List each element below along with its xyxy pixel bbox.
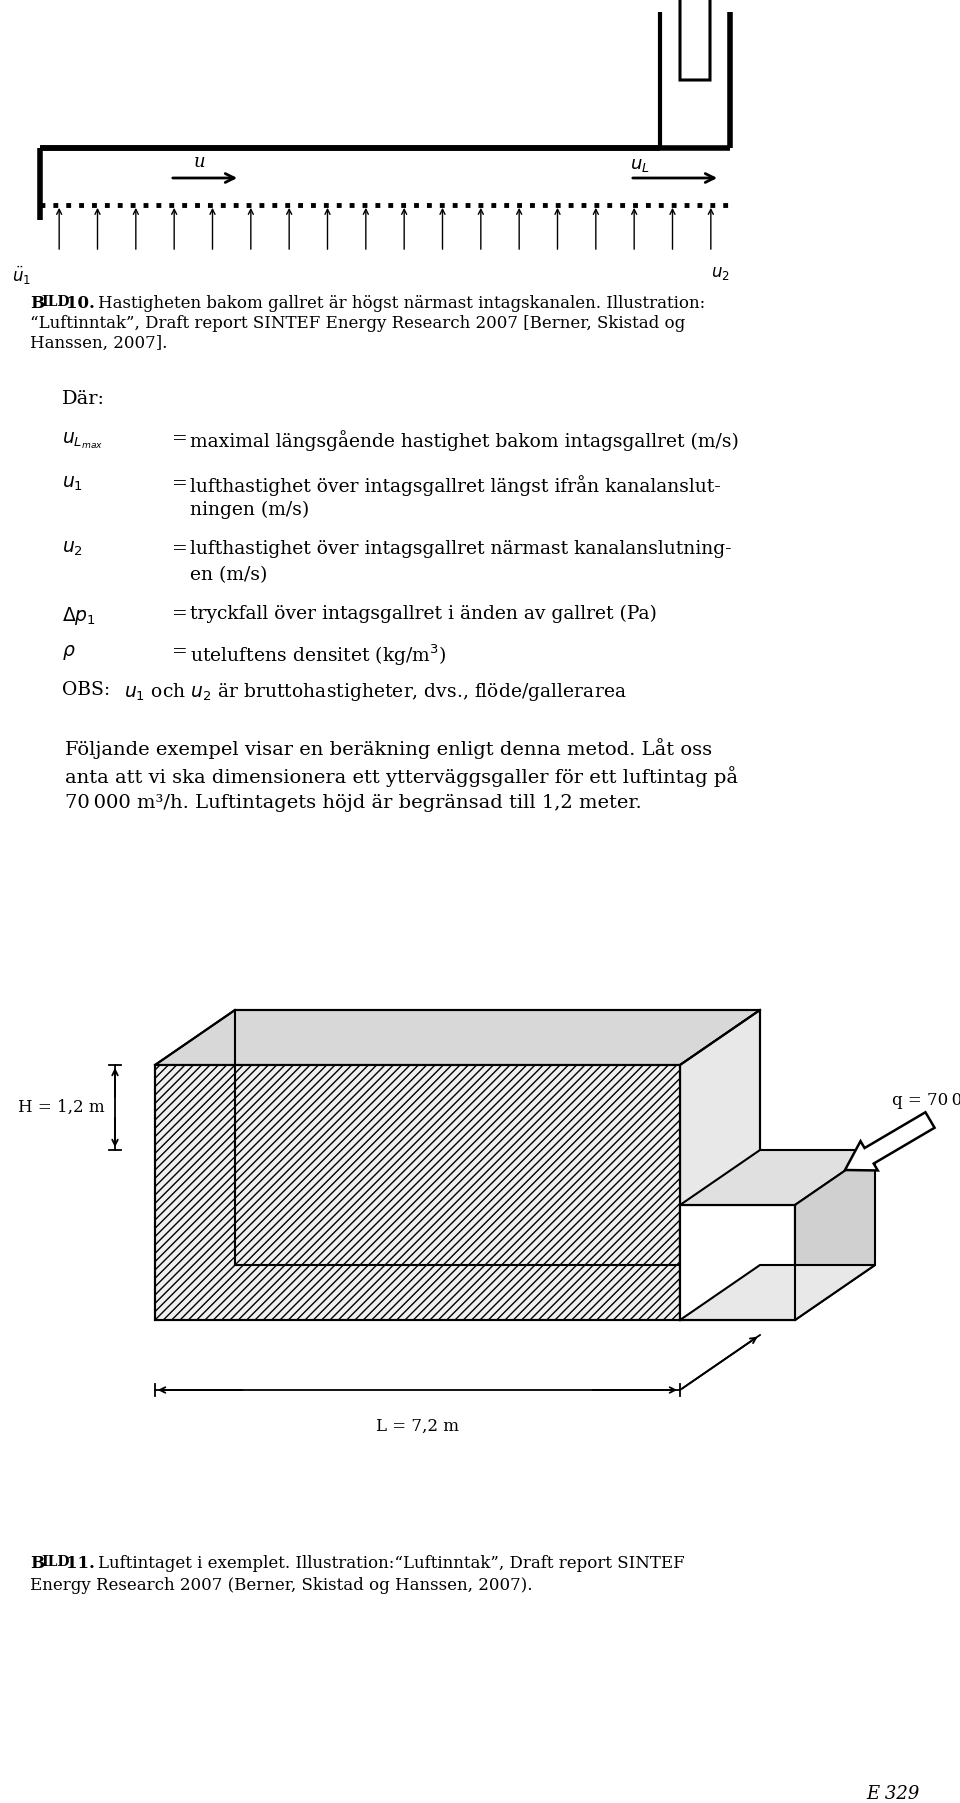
Text: =: = <box>172 429 188 447</box>
Text: $u_2$: $u_2$ <box>711 265 730 281</box>
Text: en (m/s): en (m/s) <box>190 566 268 584</box>
Text: $Δp_1$: $Δp_1$ <box>62 606 96 627</box>
Text: uteluftens densitet (kg/m$^3$): uteluftens densitet (kg/m$^3$) <box>190 644 446 669</box>
Text: Följande exempel visar en beräkning enligt denna metod. Låt oss: Följande exempel visar en beräkning enli… <box>65 737 712 759</box>
Text: u: u <box>194 153 205 171</box>
Text: ningen (m/s): ningen (m/s) <box>190 501 309 519</box>
Polygon shape <box>155 1066 680 1320</box>
Polygon shape <box>680 1010 760 1320</box>
FancyArrow shape <box>845 1112 935 1170</box>
Text: B: B <box>30 296 44 312</box>
Text: ILD: ILD <box>41 296 69 308</box>
Polygon shape <box>680 1204 795 1320</box>
Text: $\ddot{u}_1$: $\ddot{u}_1$ <box>12 265 31 287</box>
Text: =: = <box>172 606 188 624</box>
Text: OBS:: OBS: <box>62 682 110 700</box>
Text: $u_L$: $u_L$ <box>631 157 650 175</box>
Text: B: B <box>30 1554 44 1572</box>
FancyArrow shape <box>667 0 723 79</box>
Text: lufthastighet över intagsgallret närmast kanalanslutning-: lufthastighet över intagsgallret närmast… <box>190 541 732 557</box>
Text: ILD: ILD <box>41 1554 69 1569</box>
Text: Där:: Där: <box>62 389 105 407</box>
Polygon shape <box>795 1150 875 1320</box>
Text: $u_1$ och $u_2$ är bruttohastigheter, dvs., flöde/gallerarea: $u_1$ och $u_2$ är bruttohastigheter, dv… <box>124 682 627 703</box>
Polygon shape <box>680 1150 875 1204</box>
Text: =: = <box>172 644 188 662</box>
Text: lufthastighet över intagsgallret längst ifrån kanalanslut-: lufthastighet över intagsgallret längst … <box>190 474 721 496</box>
Text: Hanssen, 2007].: Hanssen, 2007]. <box>30 335 167 352</box>
Text: $\rho$: $\rho$ <box>62 644 76 662</box>
Polygon shape <box>155 1010 760 1066</box>
Text: E 329: E 329 <box>867 1785 920 1803</box>
Text: =: = <box>172 474 188 492</box>
Text: “Luftinntak”, Draft report SINTEF Energy Research 2007 [Berner, Skistad og: “Luftinntak”, Draft report SINTEF Energy… <box>30 316 685 332</box>
Text: =: = <box>172 541 188 557</box>
Text: maximal längsgående hastighet bakom intagsgallret (m/s): maximal längsgående hastighet bakom inta… <box>190 429 739 451</box>
Polygon shape <box>680 1266 875 1320</box>
Text: Energy Research 2007 (Berner, Skistad og Hanssen, 2007).: Energy Research 2007 (Berner, Skistad og… <box>30 1578 533 1594</box>
Text: anta att vi ska dimensionera ett ytterväggsgaller för ett luftintag på: anta att vi ska dimensionera ett yttervä… <box>65 766 738 786</box>
Text: Luftintaget i exemplet. Illustration:“Luftinntak”, Draft report SINTEF: Luftintaget i exemplet. Illustration:“Lu… <box>98 1554 684 1572</box>
Text: 11.: 11. <box>66 1554 95 1572</box>
Text: $u_1$: $u_1$ <box>62 474 83 494</box>
Text: $u_{L_{max}}$: $u_{L_{max}}$ <box>62 429 104 451</box>
Text: 70 000 m³/h. Luftintagets höjd är begränsad till 1,2 meter.: 70 000 m³/h. Luftintagets höjd är begrän… <box>65 793 641 811</box>
Text: L = 7,2 m: L = 7,2 m <box>375 1417 459 1435</box>
Text: H = 1,2 m: H = 1,2 m <box>18 1098 105 1116</box>
Text: Hastigheten bakom gallret är högst närmast intagskanalen. Illustration:: Hastigheten bakom gallret är högst närma… <box>98 296 706 312</box>
Text: q = 70 000 m³/h: q = 70 000 m³/h <box>892 1093 960 1109</box>
Text: 10.: 10. <box>66 296 95 312</box>
Text: $u_2$: $u_2$ <box>62 541 83 559</box>
Text: tryckfall över intagsgallret i änden av gallret (Pa): tryckfall över intagsgallret i änden av … <box>190 606 657 624</box>
